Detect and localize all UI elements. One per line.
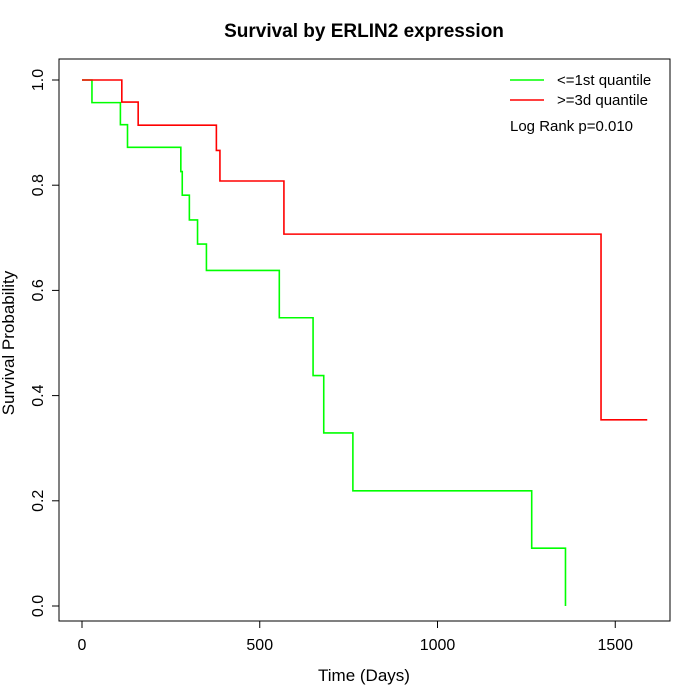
x-tick-label: 500 [246,637,273,654]
legend: <=1st quantile >=3d quantile [510,72,651,109]
y-tick-label: 0.6 [30,279,47,301]
x-axis: 0 500 1000 1500 [78,620,633,654]
y-tick-label: 0.4 [30,384,47,406]
series-line-low-quantile [82,79,567,606]
legend-label-high: >=3d quantile [557,92,648,109]
x-tick-label: 0 [78,637,87,654]
y-tick-label: 0.0 [30,595,47,617]
y-axis-label: Survival Probability [0,270,18,415]
y-tick-label: 1.0 [30,69,47,91]
x-tick-label: 1500 [597,637,633,654]
x-axis-label: Time (Days) [318,666,410,685]
chart-title: Survival by ERLIN2 expression [224,21,504,42]
y-tick-label: 0.8 [30,174,47,196]
log-rank-annotation: Log Rank p=0.010 [510,118,633,135]
y-axis: 0.0 0.2 0.4 0.6 0.8 1.0 [30,69,60,617]
series-layer [82,79,648,606]
plot-frame [58,58,671,622]
x-tick-label: 1000 [420,637,456,654]
legend-label-low: <=1st quantile [557,72,651,89]
series-line-high-quantile [82,79,648,421]
y-tick-label: 0.2 [30,490,47,512]
